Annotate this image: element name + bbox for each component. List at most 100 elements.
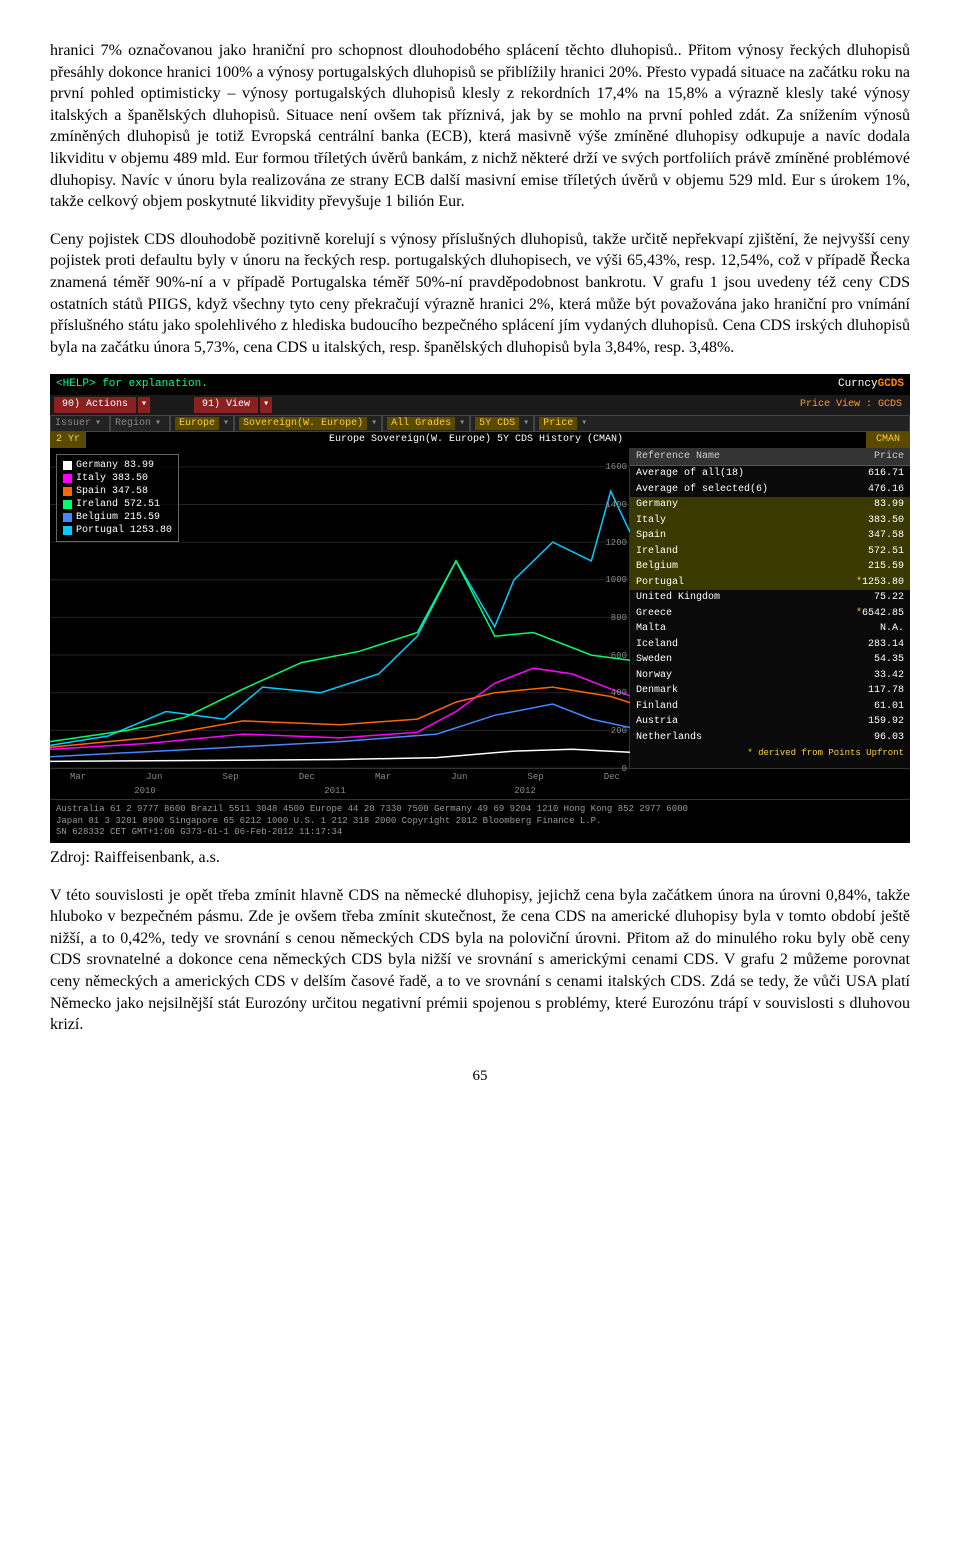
- color-swatch: [63, 500, 72, 509]
- table-row[interactable]: Spain347.58: [630, 528, 910, 544]
- legend-label: Belgium 215.59: [76, 511, 160, 524]
- ref-name: Denmark: [636, 684, 678, 698]
- table-row[interactable]: Germany83.99: [630, 497, 910, 513]
- ref-name: Average of all(18): [636, 467, 744, 481]
- table-row[interactable]: Austria 159.92: [630, 714, 910, 730]
- dropdown-icon[interactable]: ▾: [523, 417, 529, 431]
- legend-label: Spain 347.58: [76, 485, 148, 498]
- ref-price: 347.58: [868, 529, 904, 543]
- x-tick-label: Dec: [604, 771, 620, 783]
- color-swatch: [63, 526, 72, 535]
- dropdown-icon[interactable]: ▾: [95, 417, 101, 431]
- legend-label: Ireland 572.51: [76, 498, 160, 511]
- ref-name: Sweden: [636, 653, 672, 667]
- table-row[interactable]: Denmark 117.78: [630, 683, 910, 699]
- chart-legend: Germany 83.99Italy 383.50Spain 347.58Ire…: [56, 454, 179, 542]
- y-tick-label: 400: [611, 687, 627, 699]
- star-icon: *: [856, 608, 862, 619]
- table-row[interactable]: MaltaN.A.: [630, 621, 910, 637]
- ref-price: 572.51: [868, 545, 904, 559]
- table-row[interactable]: United Kingdom 75.22: [630, 590, 910, 606]
- ref-price: 75.22: [874, 591, 904, 605]
- x-tick-label: Sep: [528, 771, 544, 783]
- table-row[interactable]: Sweden 54.35: [630, 652, 910, 668]
- ref-name: Germany: [636, 498, 678, 512]
- dropdown-icon[interactable]: ▾: [155, 417, 161, 431]
- dropdown-icon[interactable]: ▾: [260, 397, 272, 413]
- region-label: Region: [115, 417, 151, 431]
- y-tick-label: 1600: [605, 461, 627, 473]
- x-axis-months: MarJunSepDecMarJunSepDec: [50, 768, 910, 785]
- ref-name: Finland: [636, 700, 678, 714]
- table-row[interactable]: Iceland 283.14: [630, 637, 910, 653]
- color-swatch: [63, 461, 72, 470]
- table-row[interactable]: Finland 61.01: [630, 699, 910, 715]
- y-tick-label: 200: [611, 725, 627, 737]
- sovereign-value[interactable]: Sovereign(W. Europe): [239, 417, 367, 431]
- ref-price: 54.35: [874, 653, 904, 667]
- x-year-label: 2012: [430, 785, 620, 797]
- x-tick-label: Dec: [299, 771, 315, 783]
- dropdown-icon[interactable]: ▾: [138, 397, 150, 413]
- price-value[interactable]: Price: [539, 417, 577, 431]
- terminal-top-bar: <HELP> for explanation. CurncyGCDS: [50, 374, 910, 395]
- dropdown-icon[interactable]: ▾: [371, 417, 377, 431]
- ref-price: 283.14: [868, 638, 904, 652]
- x-axis-years: 201020112012: [50, 785, 910, 799]
- terminal-footer: Australia 61 2 9777 8600 Brazil 5511 304…: [50, 799, 910, 843]
- ref-name: Austria: [636, 715, 678, 729]
- legend-item: Italy 383.50: [63, 472, 172, 485]
- series-line: [50, 749, 630, 761]
- ref-price: N.A.: [880, 622, 904, 636]
- ref-price: *1253.80: [856, 576, 904, 590]
- table-row[interactable]: Average of all(18)616.71: [630, 466, 910, 482]
- table-row[interactable]: Netherlands96.03: [630, 730, 910, 746]
- table-row[interactable]: Ireland572.51: [630, 544, 910, 560]
- ref-price: 159.92: [868, 715, 904, 729]
- price-header: Price: [874, 450, 904, 464]
- x-tick-label: Mar: [70, 771, 86, 783]
- table-row[interactable]: Average of selected(6)476.16: [630, 482, 910, 498]
- cman-label[interactable]: CMAN: [866, 432, 910, 448]
- table-row[interactable]: Portugal *1253.80: [630, 575, 910, 591]
- dropdown-icon[interactable]: ▾: [223, 417, 229, 431]
- table-row[interactable]: Norway33.42: [630, 668, 910, 684]
- y-tick-label: 1000: [605, 574, 627, 586]
- legend-item: Ireland 572.51: [63, 498, 172, 511]
- actions-button[interactable]: 90) Actions: [54, 397, 136, 413]
- legend-item: Portugal 1253.80: [63, 524, 172, 537]
- region-value[interactable]: Europe: [175, 417, 219, 431]
- range-2yr[interactable]: 2 Yr: [50, 432, 86, 448]
- ref-price: 117.78: [868, 684, 904, 698]
- ref-name: Greece: [636, 607, 672, 621]
- ref-price: 96.03: [874, 731, 904, 745]
- table-row[interactable]: Greece*6542.85: [630, 606, 910, 622]
- dropdown-icon[interactable]: ▾: [581, 417, 587, 431]
- ref-name: United Kingdom: [636, 591, 720, 605]
- paragraph-3: V této souvislosti je opět třeba zmínit …: [50, 885, 910, 1036]
- view-button[interactable]: 91) View: [194, 397, 258, 413]
- toolbar: 90) Actions ▾ 91) View ▾ Price View : GC…: [50, 395, 910, 415]
- grades-value[interactable]: All Grades: [387, 417, 455, 431]
- color-swatch: [63, 513, 72, 522]
- ref-name-header: Reference Name: [636, 450, 720, 464]
- legend-item: Germany 83.99: [63, 459, 172, 472]
- series-line: [50, 668, 630, 749]
- term-value[interactable]: 5Y CDS: [475, 417, 519, 431]
- x-year-label: 2010: [50, 785, 240, 797]
- ref-price: 215.59: [868, 560, 904, 574]
- legend-label: Germany 83.99: [76, 459, 154, 472]
- table-row[interactable]: Italy383.50: [630, 513, 910, 529]
- ref-price: 476.16: [868, 483, 904, 497]
- chart-title-row: 2 Yr Europe Sovereign(W. Europe) 5Y CDS …: [50, 432, 910, 448]
- legend-label: Italy 383.50: [76, 472, 148, 485]
- ref-name: Portugal: [636, 576, 684, 590]
- ref-name: Iceland: [636, 638, 678, 652]
- table-row[interactable]: Belgium215.59: [630, 559, 910, 575]
- bloomberg-terminal: <HELP> for explanation. CurncyGCDS 90) A…: [50, 374, 910, 843]
- page-number: 65: [50, 1066, 910, 1086]
- price-view-label: Price View : GCDS: [796, 397, 906, 413]
- legend-label: Portugal 1253.80: [76, 524, 172, 537]
- ref-price: 61.01: [874, 700, 904, 714]
- dropdown-icon[interactable]: ▾: [459, 417, 465, 431]
